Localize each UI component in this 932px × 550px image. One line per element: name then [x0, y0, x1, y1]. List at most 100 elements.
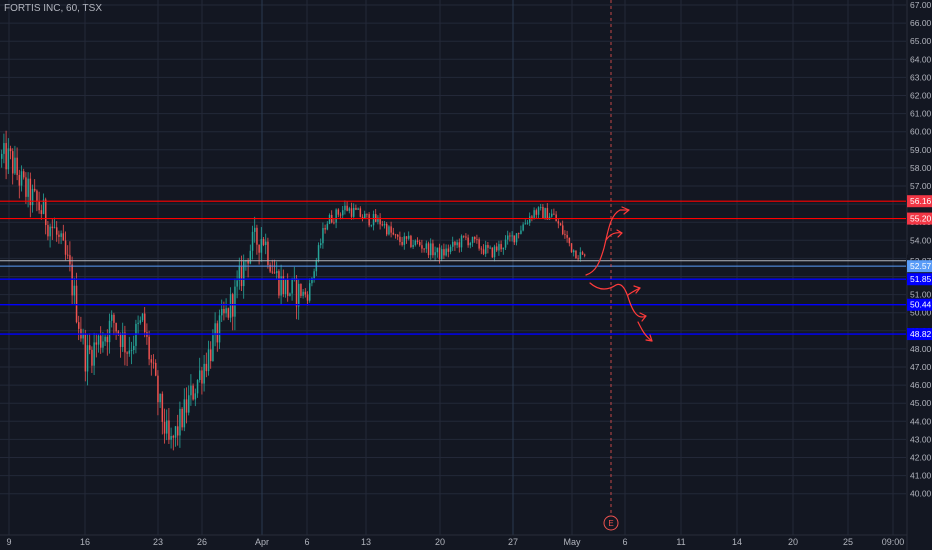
price-level-tag [907, 298, 932, 311]
candle-bullish [133, 345, 135, 351]
candle-bullish [1, 153, 3, 159]
candle-bullish [203, 363, 205, 384]
candle-bullish [108, 320, 111, 343]
x-tick-label: 25 [843, 537, 853, 547]
candle-bearish [553, 213, 555, 215]
candle-bearish [5, 143, 7, 170]
candle-bullish [196, 380, 199, 394]
projection-bullish-branch-arrowhead [616, 229, 623, 238]
y-tick-label: 54.00 [910, 235, 932, 245]
candle-bearish [562, 225, 564, 235]
candle-bearish [542, 206, 544, 219]
earnings-event-marker[interactable] [603, 515, 619, 531]
price-level-label: 52.57 [910, 261, 932, 271]
x-tick-label: 23 [153, 537, 163, 547]
x-tick-label: 14 [732, 537, 742, 547]
candle-bearish [381, 224, 384, 226]
candle-bullish [537, 207, 540, 215]
candle-bullish [544, 208, 546, 219]
candle-bullish [408, 235, 410, 239]
candle-bearish [465, 236, 467, 238]
x-tick-label: 6 [304, 537, 309, 547]
candle-bearish [375, 214, 377, 222]
candle-bearish [150, 359, 153, 363]
candle-bearish [95, 342, 98, 345]
candle-bearish [71, 264, 73, 296]
candle-bearish [12, 151, 14, 174]
candle-bullish [309, 283, 311, 301]
candle-bullish [357, 208, 359, 210]
candle-bearish [38, 201, 40, 211]
price-level-label: 48.82 [910, 329, 932, 339]
projection-bearish-arrowhead [639, 312, 647, 322]
candle-bullish [254, 227, 256, 232]
candle-bearish [559, 223, 562, 226]
candle-bullish [524, 223, 527, 225]
candle-bullish [441, 249, 443, 260]
candle-bullish [335, 209, 337, 223]
candle-bullish [229, 294, 232, 318]
candle-bearish [487, 245, 489, 248]
candle-bullish [137, 322, 139, 324]
candle-bearish [287, 278, 289, 296]
candle-bearish [339, 214, 342, 216]
candle-bearish [23, 171, 25, 178]
candle-bearish [447, 248, 450, 252]
x-tick-label: 11 [676, 537, 685, 547]
candle-bearish [240, 266, 243, 287]
candle-bearish [359, 208, 362, 217]
candle-bullish [122, 332, 124, 347]
candle-bearish [555, 214, 557, 222]
candle-bearish [262, 239, 265, 245]
candle-bullish [342, 210, 344, 216]
candle-bullish [526, 222, 529, 224]
candle-bearish [124, 332, 126, 353]
candle-bullish [326, 223, 329, 230]
candle-bullish [489, 247, 491, 249]
candle-bearish [64, 240, 67, 255]
candle-bullish [93, 342, 95, 366]
candle-bearish [56, 227, 58, 235]
candle-bearish [273, 272, 276, 274]
y-tick-label: 64.00 [910, 54, 932, 64]
candle-bearish [427, 243, 430, 256]
candle-bullish [522, 224, 524, 231]
candle-bullish [436, 247, 439, 253]
candle-bullish [49, 226, 51, 237]
candle-bearish [368, 214, 370, 226]
candle-bullish [42, 199, 45, 214]
candle-bearish [152, 362, 155, 364]
candle-bearish [144, 313, 146, 333]
candle-bearish [350, 208, 353, 217]
candle-bearish [36, 190, 38, 202]
candle-bullish [449, 246, 452, 252]
candle-bullish [502, 247, 505, 250]
candle-bullish [221, 308, 223, 316]
candle-bearish [410, 235, 412, 247]
candle-bearish [295, 278, 298, 307]
candle-bearish [401, 241, 403, 245]
candle-bearish [463, 235, 465, 237]
candle-bearish [119, 334, 122, 347]
candle-bullish [344, 205, 346, 211]
candle-bullish [445, 248, 447, 256]
candle-bullish [533, 210, 535, 218]
candle-bullish [82, 334, 84, 339]
candle-bearish [480, 248, 483, 250]
candle-bearish [40, 210, 43, 214]
candle-bearish [269, 264, 271, 272]
candle-bullish [504, 239, 507, 248]
candle-bullish [218, 315, 221, 343]
candle-bearish [185, 399, 188, 413]
candle-bullish [128, 350, 131, 354]
candle-bullish [214, 323, 216, 336]
x-tick-label: 13 [361, 537, 371, 547]
candle-bullish [166, 420, 168, 434]
candle-bearish [157, 375, 159, 403]
candle-bullish [377, 217, 379, 222]
candle-bearish [205, 363, 208, 372]
candle-bullish [434, 252, 436, 256]
candle-bearish [223, 308, 225, 314]
